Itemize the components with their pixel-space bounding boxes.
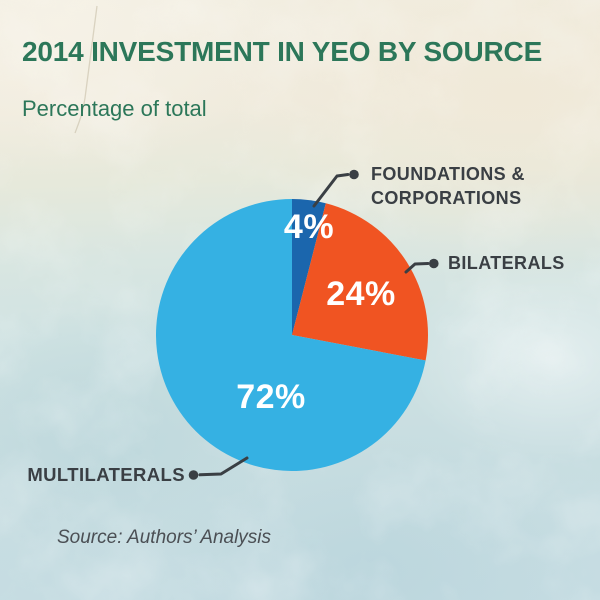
pie-slice-bilaterals <box>292 203 428 361</box>
leader-dot-multilaterals <box>188 470 199 480</box>
slice-label-bilaterals: BILATERALS <box>448 253 565 273</box>
slice-value-multilaterals: 72% <box>236 378 306 416</box>
pie-chart <box>155 198 428 472</box>
pie-slice-foundations-corporations <box>292 198 326 335</box>
pie-slice-multilaterals <box>155 199 426 472</box>
leader-dot-bilaterals <box>429 258 439 269</box>
slice-label-foundations: FOUNDATIONS & CORPORATIONS <box>371 164 525 208</box>
chart-title: 2014 INVESTMENT IN YEO BY SOURCE <box>22 36 543 67</box>
slice-value-bilaterals: 24% <box>326 275 396 313</box>
slice-value-foundations: 4% <box>283 208 335 246</box>
leader-dot-foundations <box>349 169 359 180</box>
slice-label-multilaterals: MULTILATERALS <box>27 464 185 485</box>
pie-svg <box>155 198 428 472</box>
source-note: Source: Authors’ Analysis <box>57 527 272 548</box>
chart-subtitle: Percentage of total <box>22 96 207 121</box>
